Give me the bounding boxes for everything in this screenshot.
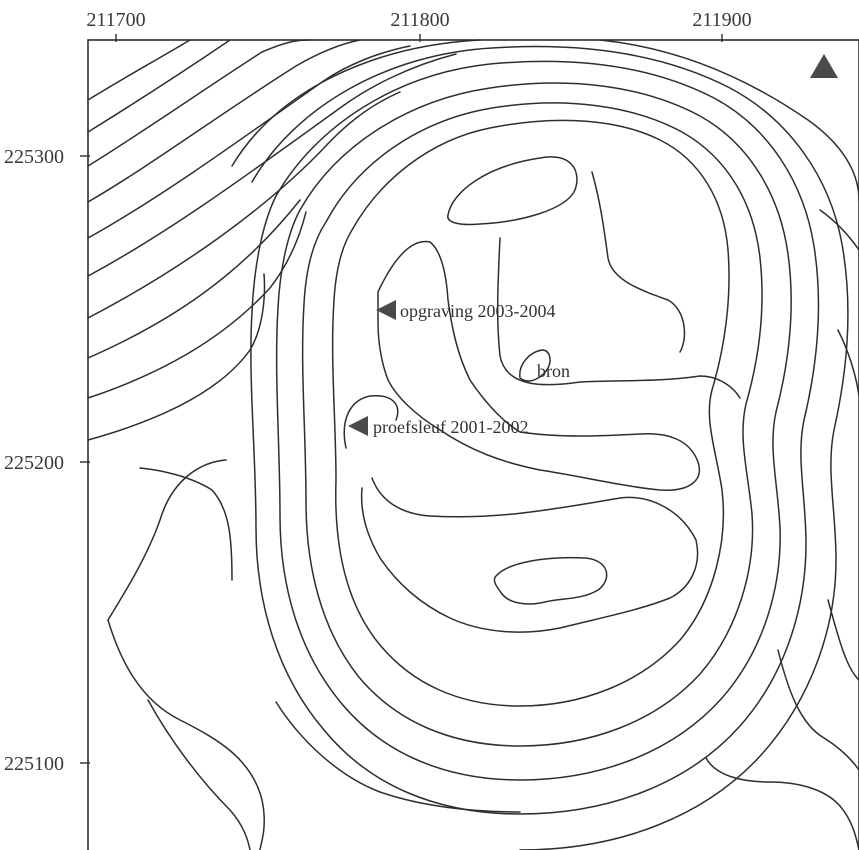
contour-line [447,156,578,226]
contour-line [496,237,741,399]
contour-line [107,619,265,850]
contour-line [360,477,699,633]
contour-line [343,395,399,449]
excavation-label: opgraving 2003-2004 [400,301,555,321]
contour-line [87,211,307,399]
contour-line [777,649,859,771]
contour-line [377,240,701,491]
contour-line [827,599,859,681]
contour-line [819,209,859,251]
contour-line [139,467,233,581]
x-axis-label-211700: 211700 [86,9,145,31]
contour-line [251,45,849,850]
triangle-icon [810,54,838,78]
contour-line [147,699,251,850]
y-axis-label-225300: 225300 [4,146,64,168]
contour-line [87,39,361,203]
contour-line [301,102,763,747]
contour-line [87,45,411,239]
spring-label: bron [537,361,570,381]
contour-line [591,171,686,353]
contour-line [331,119,730,707]
contour-line [107,459,227,621]
y-axis-label-225200: 225200 [4,452,64,474]
contour-line [87,91,401,319]
contour-line [837,329,859,397]
x-axis-label-211800: 211800 [390,9,449,31]
trial-trench-label: proefsleuf 2001-2002 [373,417,528,437]
contour-line [87,273,266,441]
contour-line [519,349,551,382]
contour-line [87,39,231,133]
contour-line [250,60,820,815]
contour-line [231,39,859,201]
x-axis-label-211900: 211900 [692,9,751,31]
contour-line [87,53,457,277]
pointer-arrow-icon [348,416,368,436]
contour-line [87,39,311,167]
contour-line [275,701,521,813]
contour-line [705,757,859,850]
pointer-arrow-icon [376,300,396,320]
contour-line [493,556,608,605]
contour-line [275,82,792,781]
contour-line [87,39,191,101]
contour-line [87,199,301,359]
contour-lines [87,39,859,850]
y-axis-label-225100: 225100 [4,753,64,775]
